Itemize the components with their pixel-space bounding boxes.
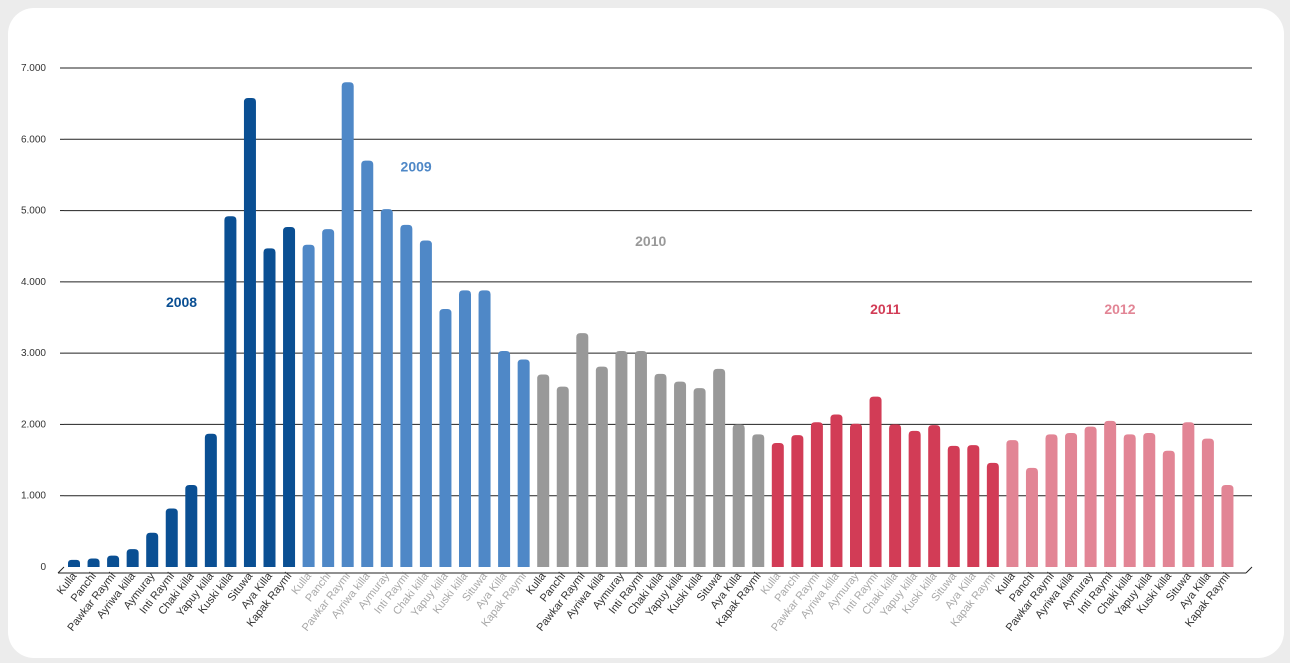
bar bbox=[830, 414, 843, 567]
bar bbox=[185, 485, 198, 567]
bar bbox=[634, 351, 647, 567]
bars bbox=[68, 82, 1234, 568]
bar bbox=[419, 240, 432, 568]
bar bbox=[674, 381, 687, 567]
bar bbox=[478, 290, 491, 567]
bar bbox=[1162, 450, 1175, 567]
bar bbox=[869, 396, 882, 567]
bar bbox=[302, 244, 315, 567]
bar bbox=[68, 559, 80, 567]
bar bbox=[126, 549, 139, 567]
bar bbox=[1025, 467, 1038, 567]
bar bbox=[771, 442, 784, 567]
bar bbox=[850, 423, 862, 567]
bar bbox=[1104, 420, 1117, 567]
group-label: 2008 bbox=[166, 294, 197, 310]
y-tick-label: 5.000 bbox=[21, 206, 46, 217]
group-label: 2009 bbox=[401, 158, 432, 174]
bar bbox=[400, 224, 413, 568]
bar bbox=[752, 434, 765, 567]
axis-corner-right bbox=[1245, 566, 1253, 574]
bar bbox=[1221, 485, 1234, 567]
bar bbox=[1143, 432, 1156, 567]
bar bbox=[928, 425, 941, 567]
bar bbox=[283, 226, 296, 567]
bar bbox=[1045, 434, 1058, 567]
bar bbox=[498, 351, 511, 567]
bar bbox=[146, 532, 159, 567]
bar bbox=[576, 333, 589, 567]
axis-corner bbox=[57, 566, 65, 574]
bar bbox=[107, 555, 120, 567]
bar bbox=[263, 248, 276, 568]
bar bbox=[380, 209, 393, 567]
y-tick-label: 0 bbox=[40, 562, 46, 573]
bar bbox=[87, 558, 100, 567]
bar bbox=[908, 430, 921, 567]
y-tick-label: 4.000 bbox=[21, 277, 46, 288]
bar bbox=[732, 424, 745, 567]
bar bbox=[713, 368, 726, 567]
group-label: 2010 bbox=[635, 233, 666, 249]
bar bbox=[459, 290, 471, 567]
bar bbox=[1065, 432, 1078, 567]
y-tick-label: 7.000 bbox=[21, 63, 46, 74]
y-axis: 0 1.000 2.000 3.000 4.000 5.000 6.000 7.000 bbox=[21, 63, 46, 573]
bar bbox=[517, 359, 530, 567]
bar bbox=[361, 160, 374, 567]
bar bbox=[1084, 426, 1097, 567]
bar bbox=[595, 366, 608, 567]
bar bbox=[243, 97, 256, 567]
bar bbox=[1201, 438, 1214, 567]
bar bbox=[986, 462, 999, 567]
bar bbox=[615, 351, 628, 567]
y-tick-label: 2.000 bbox=[21, 419, 46, 430]
bar bbox=[322, 229, 335, 567]
bar bbox=[537, 374, 550, 567]
bar bbox=[654, 373, 667, 567]
bar bbox=[439, 308, 452, 567]
bar bbox=[1123, 434, 1136, 567]
bar bbox=[693, 388, 706, 567]
bar bbox=[1006, 440, 1019, 567]
bar bbox=[1182, 422, 1195, 567]
bar bbox=[341, 82, 354, 567]
y-tick-label: 6.000 bbox=[21, 134, 46, 145]
group-label: 2011 bbox=[870, 301, 901, 317]
bar bbox=[967, 445, 980, 567]
bar bbox=[947, 445, 960, 567]
bar bbox=[810, 422, 823, 567]
bar bbox=[204, 433, 217, 567]
group-label: 2012 bbox=[1104, 301, 1135, 317]
bar bbox=[791, 435, 804, 567]
bar bbox=[165, 508, 178, 567]
y-tick-label: 3.000 bbox=[21, 348, 46, 359]
bar bbox=[556, 386, 569, 567]
y-tick-label: 1.000 bbox=[21, 491, 46, 502]
group-labels: 2008 2009 2010 2011 2012 bbox=[166, 158, 1136, 317]
bar bbox=[224, 216, 237, 567]
bar bbox=[889, 424, 902, 567]
